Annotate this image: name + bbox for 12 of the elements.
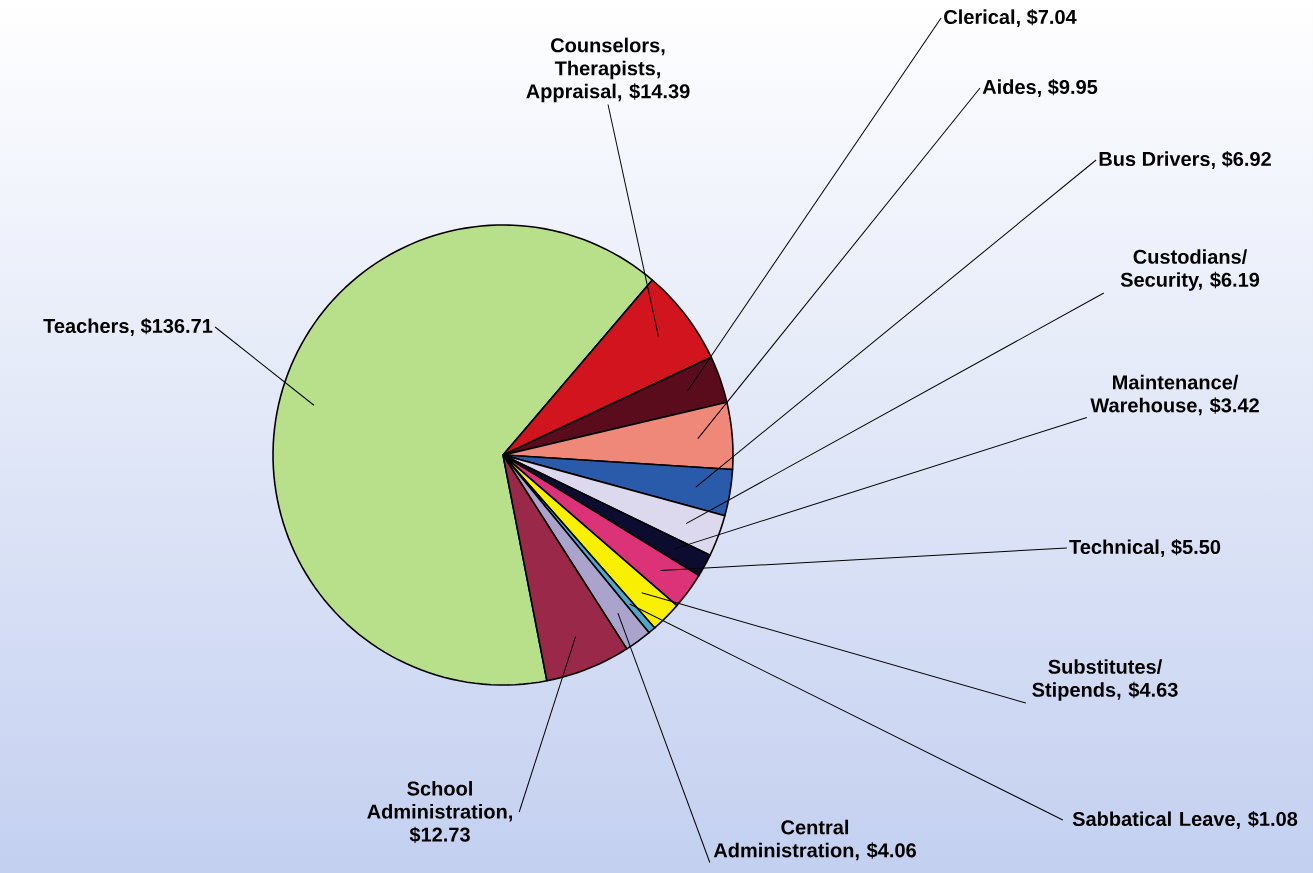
slice-label: Clerical, $7.04	[944, 9, 1077, 27]
slice-label: Bus Drivers, $6.92	[1099, 151, 1271, 169]
slice-label: Central Administration, $4.06	[713, 819, 916, 861]
slice-label: Counselors, Therapists, Appraisal, $14.39	[526, 37, 690, 103]
slice-label: School Administration, $12.73	[367, 781, 513, 843]
slice-label: Teachers, $136.71	[43, 318, 213, 336]
slice-label: Sabbatical Leave, $1.08	[1072, 811, 1298, 829]
slice-label: Custodians/ Security, $6.19	[1120, 249, 1260, 291]
slice-label: Aides, $9.95	[982, 79, 1098, 97]
slice-label: Technical, $5.50	[1069, 539, 1221, 557]
slice-label: Maintenance/ Warehouse, $3.42	[1090, 374, 1259, 416]
slice-label: Substitutes/ Stipends, $4.63	[1032, 659, 1178, 701]
